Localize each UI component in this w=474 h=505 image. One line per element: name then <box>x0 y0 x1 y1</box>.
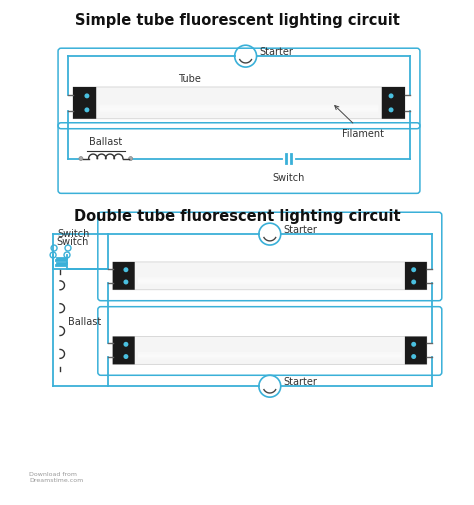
Text: Switch: Switch <box>57 229 90 238</box>
FancyBboxPatch shape <box>382 88 405 120</box>
Text: Ballast: Ballast <box>68 316 101 326</box>
FancyBboxPatch shape <box>113 337 427 365</box>
Text: Tube: Tube <box>178 74 201 84</box>
FancyBboxPatch shape <box>100 107 378 113</box>
Circle shape <box>123 268 128 273</box>
Circle shape <box>123 280 128 285</box>
FancyBboxPatch shape <box>138 280 402 286</box>
Text: Double tube fluorescent lighting circuit: Double tube fluorescent lighting circuit <box>73 208 401 223</box>
FancyBboxPatch shape <box>100 109 378 115</box>
Text: Ballast: Ballast <box>89 136 122 146</box>
Circle shape <box>123 355 128 360</box>
Circle shape <box>84 108 90 113</box>
Circle shape <box>84 94 90 99</box>
Circle shape <box>411 342 416 347</box>
Circle shape <box>411 280 416 285</box>
FancyBboxPatch shape <box>113 337 135 365</box>
FancyBboxPatch shape <box>113 263 135 290</box>
Text: Download from
Dreamstime.com: Download from Dreamstime.com <box>29 471 83 482</box>
Circle shape <box>123 342 128 347</box>
Text: Starter: Starter <box>284 225 318 235</box>
Text: Switch: Switch <box>273 173 305 183</box>
FancyBboxPatch shape <box>73 88 96 120</box>
FancyBboxPatch shape <box>405 263 427 290</box>
Circle shape <box>411 268 416 273</box>
FancyBboxPatch shape <box>138 278 402 283</box>
FancyBboxPatch shape <box>138 354 402 359</box>
FancyBboxPatch shape <box>100 105 378 112</box>
Circle shape <box>128 157 133 161</box>
FancyBboxPatch shape <box>138 352 402 358</box>
Text: Simple tube fluorescent lighting circuit: Simple tube fluorescent lighting circuit <box>74 13 400 28</box>
Text: Starter: Starter <box>260 47 293 57</box>
Text: Starter: Starter <box>284 377 318 386</box>
Circle shape <box>79 157 83 161</box>
Circle shape <box>389 94 393 99</box>
FancyBboxPatch shape <box>138 279 402 285</box>
FancyBboxPatch shape <box>405 337 427 365</box>
Text: Filament: Filament <box>335 107 384 138</box>
FancyBboxPatch shape <box>138 355 402 361</box>
Circle shape <box>389 108 393 113</box>
FancyBboxPatch shape <box>113 263 427 290</box>
Text: Switch: Switch <box>56 236 89 246</box>
Circle shape <box>411 355 416 360</box>
FancyBboxPatch shape <box>73 88 405 120</box>
